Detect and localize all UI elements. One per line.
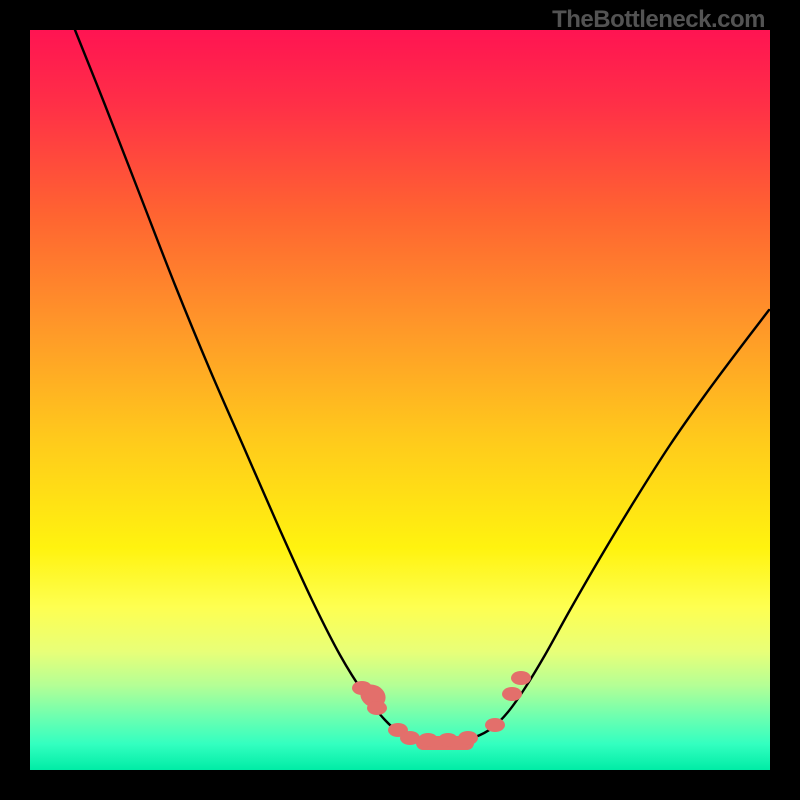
- marker-point: [438, 733, 458, 747]
- marker-point: [502, 687, 522, 701]
- bottleneck-chart: [0, 0, 800, 800]
- marker-point: [400, 731, 420, 745]
- marker-point: [352, 681, 372, 695]
- marker-point: [418, 733, 438, 747]
- gradient-background: [30, 30, 770, 770]
- marker-point: [458, 731, 478, 745]
- watermark-label: TheBottleneck.com: [552, 6, 765, 34]
- marker-point: [485, 718, 505, 732]
- marker-point: [367, 701, 387, 715]
- marker-point: [511, 671, 531, 685]
